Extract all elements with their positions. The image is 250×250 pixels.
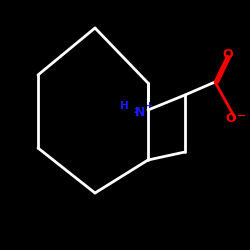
Text: O: O: [226, 112, 236, 124]
Text: +: +: [146, 102, 152, 110]
Text: −: −: [237, 111, 247, 121]
Text: H: H: [120, 101, 129, 111]
Text: 2: 2: [134, 108, 139, 114]
Text: O: O: [223, 48, 233, 62]
Text: N: N: [135, 106, 145, 118]
